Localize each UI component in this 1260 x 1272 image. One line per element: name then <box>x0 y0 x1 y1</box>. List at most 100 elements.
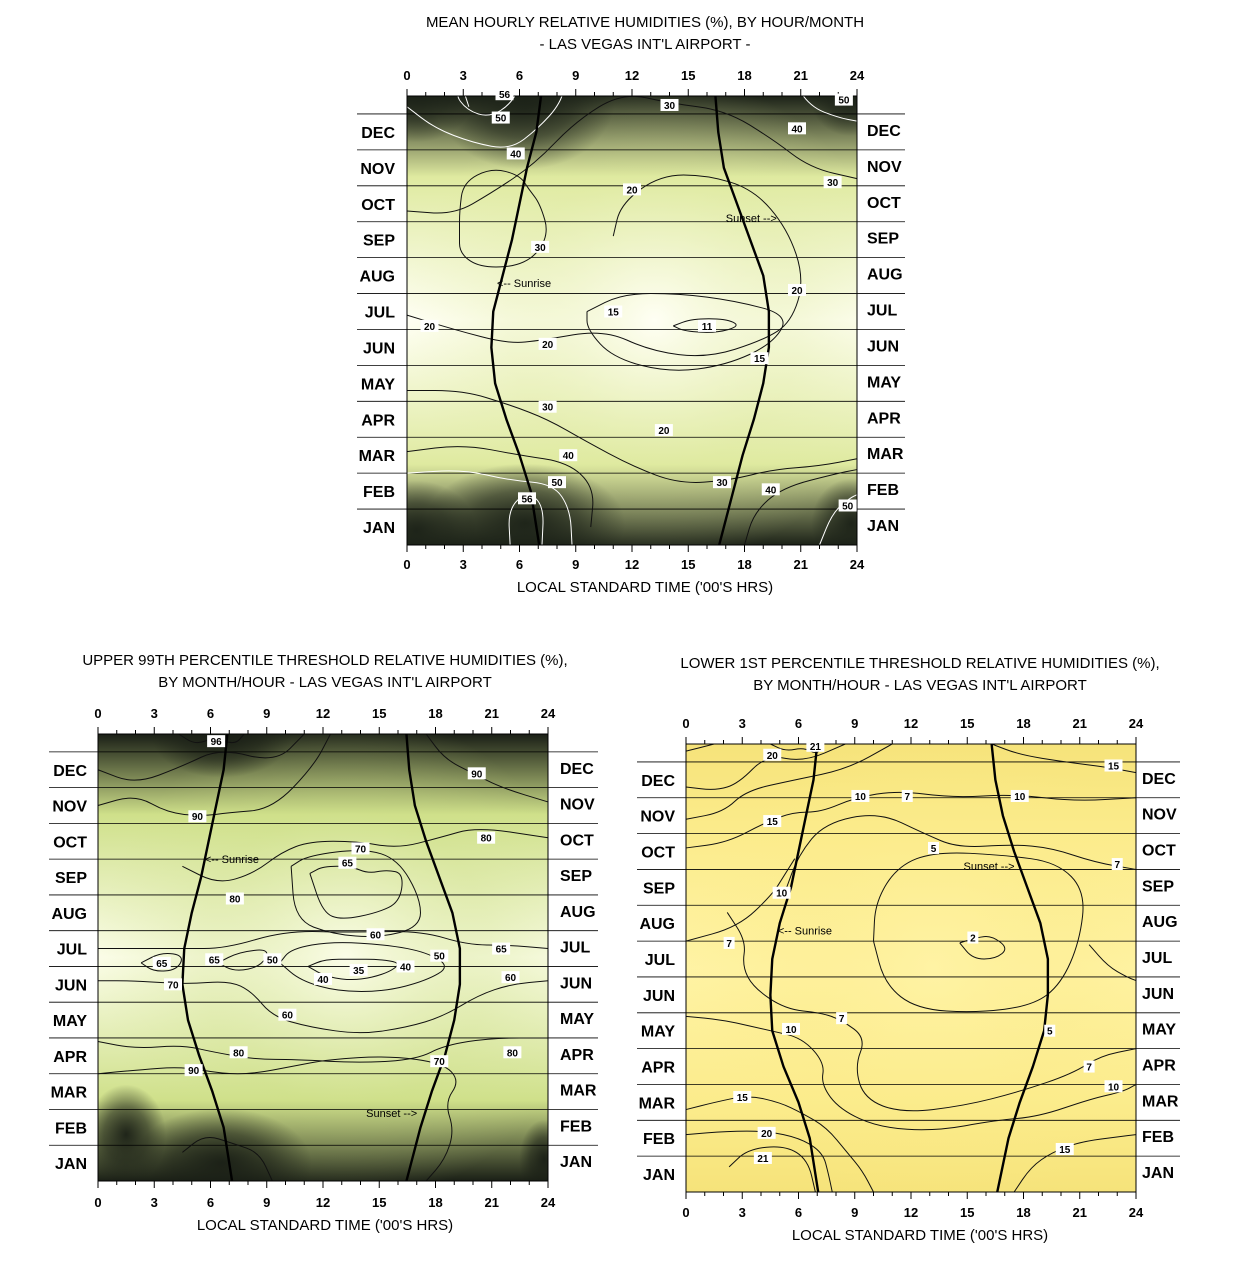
contour-line <box>458 169 547 268</box>
contour-label: 10 <box>785 1025 797 1036</box>
x-tick-label-bottom: 9 <box>572 557 579 572</box>
month-label-left: JUL <box>57 942 87 959</box>
sunrise-annotation: <-- Sunrise <box>778 925 832 937</box>
x-tick-label-bottom: 12 <box>904 1205 918 1220</box>
month-label-right: FEB <box>560 1118 592 1135</box>
month-label-right: JUN <box>560 975 592 992</box>
month-label-left: DEC <box>361 125 395 142</box>
contour-line <box>784 815 1137 892</box>
contour-line <box>98 930 549 950</box>
month-label-right: JAN <box>1142 1165 1174 1182</box>
x-tick-label-bottom: 3 <box>739 1205 746 1220</box>
contour-label: 10 <box>776 889 788 900</box>
contour-label: 70 <box>434 1057 446 1068</box>
contour-line <box>728 1146 816 1193</box>
contour-label: 90 <box>188 1066 200 1077</box>
month-label-right: MAY <box>560 1011 594 1028</box>
x-tick-label-top: 3 <box>151 706 158 721</box>
month-label-left: APR <box>361 412 395 429</box>
contour-label-box <box>1104 759 1123 772</box>
x-tick-label-top: 15 <box>960 716 974 731</box>
contour-label: 60 <box>370 930 382 941</box>
contour-label: 56 <box>499 90 511 101</box>
month-label-left: JAN <box>363 520 395 537</box>
contour-label: 65 <box>156 959 168 970</box>
month-label-right: NOV <box>867 159 902 176</box>
month-label-left: JAN <box>55 1156 87 1173</box>
contour-label-box <box>164 978 182 991</box>
month-label-left: SEP <box>55 870 87 887</box>
x-tick-label-top: 12 <box>625 68 639 83</box>
contour-line <box>1013 1134 1137 1193</box>
contour-label-box <box>396 960 415 973</box>
month-label-left: JAN <box>643 1167 675 1184</box>
x-tick-label-bottom: 3 <box>151 1195 158 1210</box>
month-label-left: AUG <box>51 906 87 923</box>
month-label-right: MAY <box>867 374 901 391</box>
x-tick-label-bottom: 9 <box>851 1205 858 1220</box>
contour-label: 15 <box>1108 762 1120 773</box>
contour-label: 40 <box>791 124 803 135</box>
sunrise-curve <box>769 743 820 1193</box>
contour-label: 15 <box>737 1093 749 1104</box>
x-tick-label-top: 24 <box>541 706 556 721</box>
contour-label: 70 <box>167 980 179 991</box>
contour-line <box>685 1096 874 1193</box>
mean-title-line2: - LAS VEGAS INT'L AIRPORT - <box>539 36 751 53</box>
contour-label: 50 <box>495 114 507 125</box>
x-tick-label-top: 12 <box>904 716 918 731</box>
contour-line <box>457 77 524 116</box>
contour-label: 90 <box>471 769 483 780</box>
contour-label-box <box>713 476 731 489</box>
month-label-right: OCT <box>560 832 594 849</box>
contour-label-box <box>753 1151 772 1164</box>
contour-line <box>217 949 268 971</box>
contour-label-box <box>430 1055 449 1068</box>
contour-label-box <box>928 841 939 854</box>
month-label-left: JUN <box>55 977 87 994</box>
month-label-right: SEP <box>1142 878 1174 895</box>
x-tick-label-bottom: 15 <box>372 1195 386 1210</box>
month-label-right: NOV <box>1142 807 1177 824</box>
x-tick-label-bottom: 15 <box>960 1205 974 1220</box>
contour-label: 80 <box>229 894 241 905</box>
contour-line <box>586 293 784 371</box>
heatmap-center-glow <box>686 744 1136 1192</box>
x-tick-label-top: 3 <box>460 68 467 83</box>
x-tick-label-bottom: 21 <box>1073 1205 1087 1220</box>
contour-label-box <box>314 972 332 985</box>
contour-label: 7 <box>1114 860 1120 871</box>
contour-line <box>97 1056 457 1182</box>
contour-label: 5 <box>931 844 937 855</box>
month-label-right: DEC <box>867 123 901 140</box>
contour-label-box <box>604 305 623 318</box>
x-tick-label-bottom: 9 <box>263 1195 270 1210</box>
x-tick-label-bottom: 0 <box>403 557 410 572</box>
contour-label: 60 <box>505 973 517 984</box>
contour-label: 50 <box>551 478 563 489</box>
month-label-right: JUL <box>1142 950 1172 967</box>
contour-line <box>685 743 846 790</box>
contour-line <box>406 95 858 214</box>
month-label-left: SEP <box>363 233 395 250</box>
x-tick-label-bottom: 6 <box>207 1195 214 1210</box>
x-tick-label-bottom: 18 <box>428 1195 442 1210</box>
contour-label: 56 <box>521 494 533 505</box>
contour-line <box>685 1130 833 1193</box>
contour-label-box <box>1104 1080 1123 1093</box>
contour-label-box <box>834 93 853 106</box>
contour-label: 11 <box>702 322 713 333</box>
sunrise-curve <box>181 733 234 1182</box>
contour-line <box>98 980 549 1034</box>
dark-humidity-zone <box>407 96 477 143</box>
contour-label-box <box>1111 858 1123 871</box>
contour-label-box <box>263 953 282 966</box>
month-label-right: MAR <box>1142 1093 1179 1110</box>
contour-line <box>685 858 796 942</box>
month-label-left: DEC <box>641 773 675 790</box>
contour-label-box <box>1055 1142 1074 1155</box>
month-label-left: JUL <box>365 305 395 322</box>
month-label-left: JUN <box>363 340 395 357</box>
month-label-left: MAR <box>51 1085 88 1102</box>
